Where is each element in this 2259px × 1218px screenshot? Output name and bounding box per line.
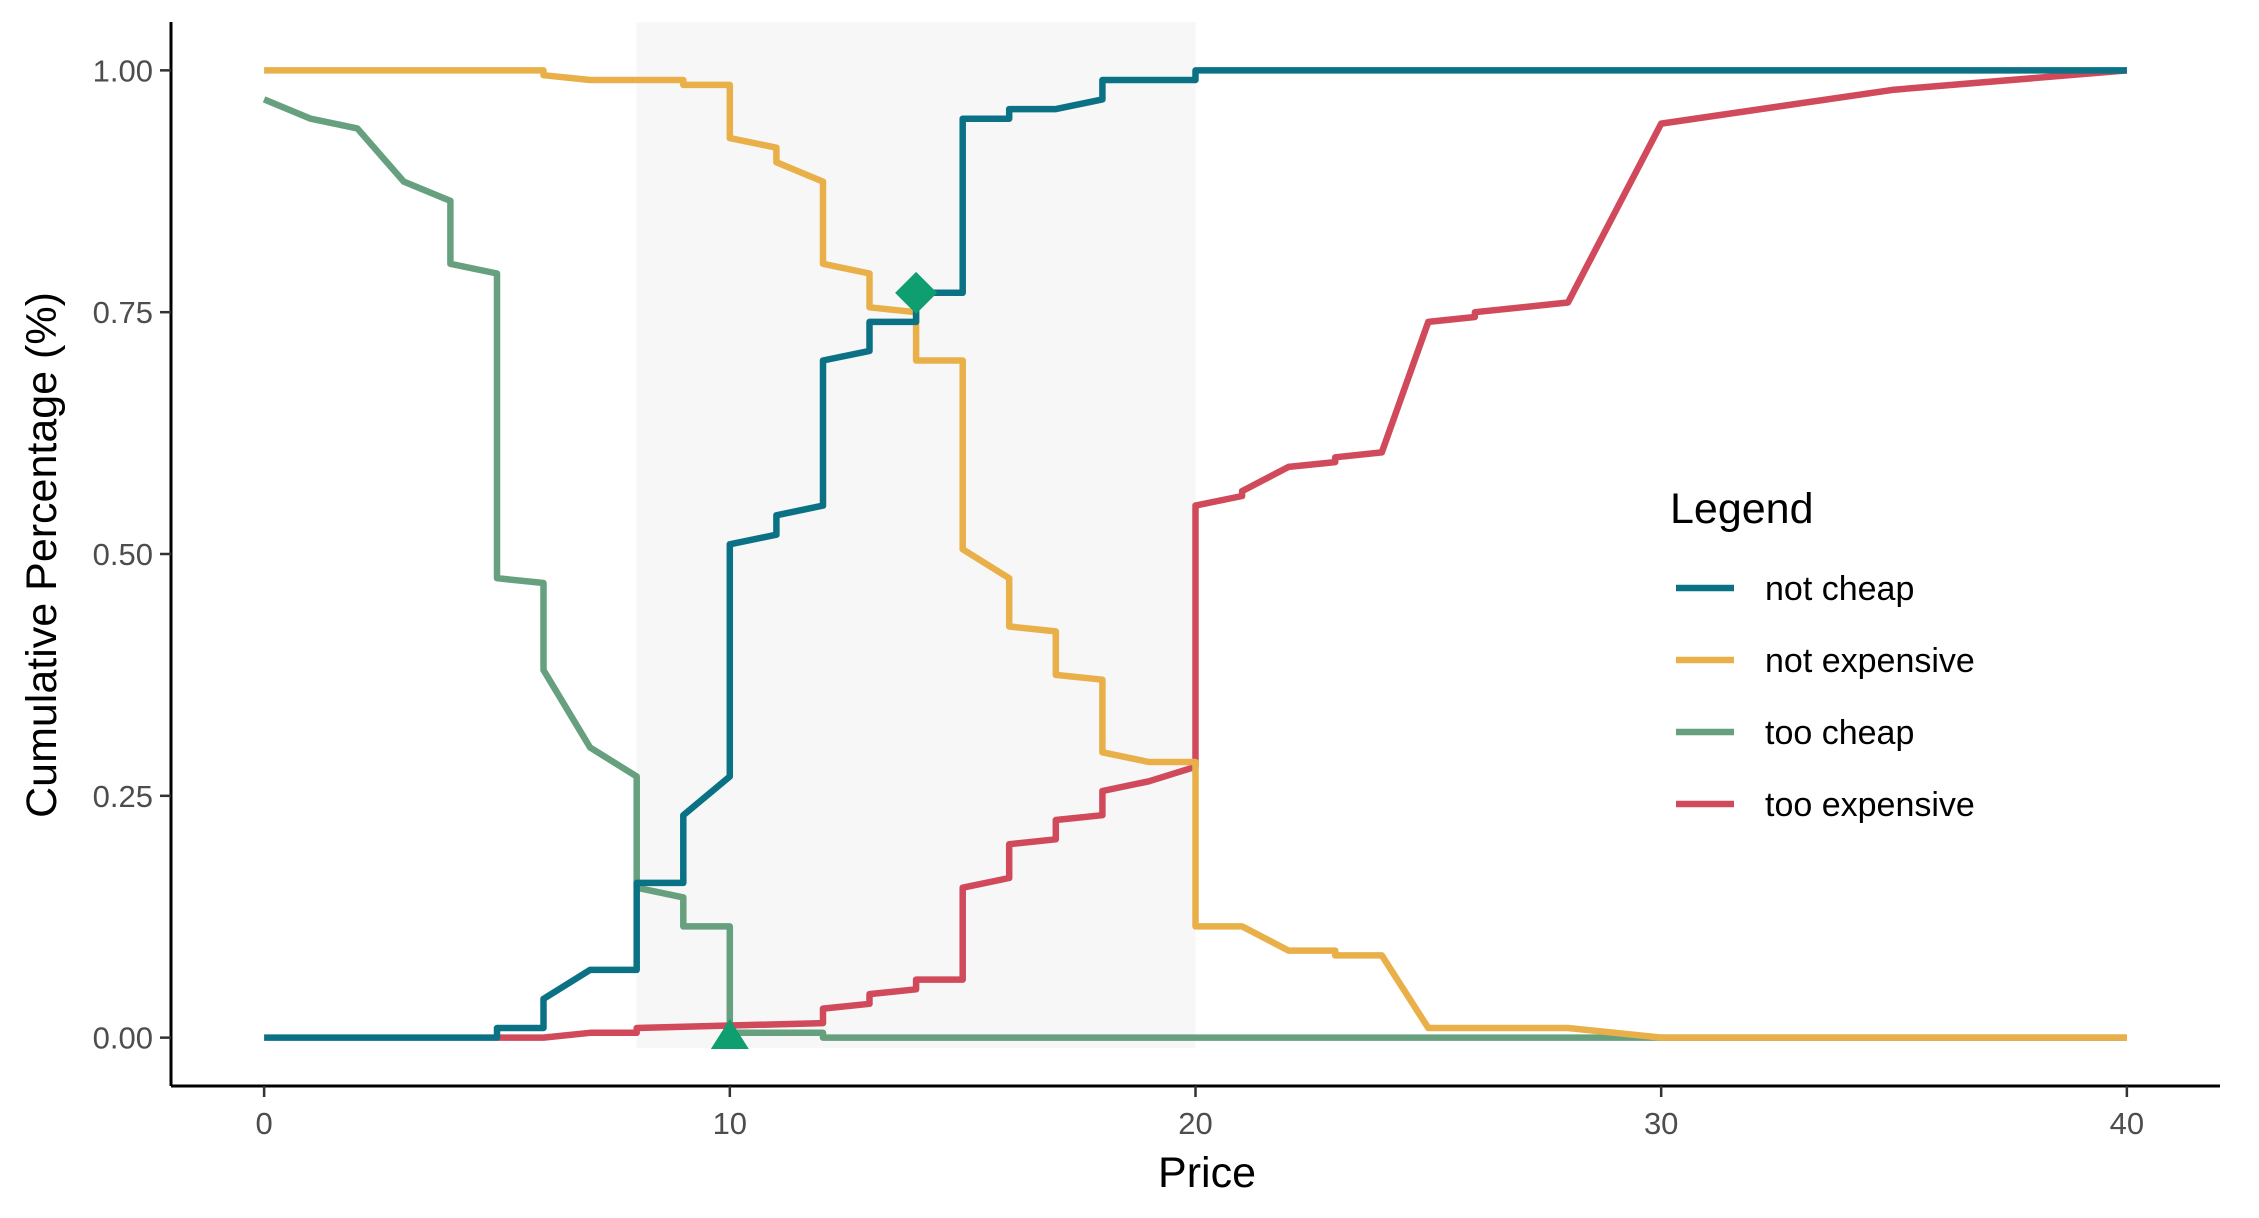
legend-label-not-expensive: not expensive: [1765, 642, 1975, 680]
legend-label-not-cheap: not cheap: [1765, 570, 1914, 608]
legend-label-too-cheap: too cheap: [1765, 714, 1914, 752]
y-tick-label: 0.00: [93, 1021, 153, 1056]
x-axis-title: Price: [1158, 1149, 1256, 1197]
legend: Legend not cheap not expensive too cheap to…: [1670, 485, 1975, 824]
y-tick-label: 1.00: [93, 53, 153, 88]
series-line-too-expensive: [497, 67, 2128, 1041]
triangle-marker: [710, 1019, 749, 1050]
x-tick-label: 0: [256, 1106, 273, 1141]
x-tick-label: 30: [1644, 1106, 1678, 1141]
series-lines: [262, 67, 2128, 1041]
shaded-range-rect: [636, 22, 1196, 1048]
legend-title: Legend: [1670, 485, 1814, 533]
y-axis-ticks: 0.00 0.25 0.50 0.75 1.00: [93, 53, 171, 1056]
x-tick-label: 40: [2110, 1106, 2144, 1141]
y-axis-title: Cumulative Percentage (%): [18, 292, 66, 818]
x-tick-label: 10: [713, 1106, 747, 1141]
diamond-marker: [895, 271, 938, 314]
y-tick-label: 0.75: [93, 295, 153, 330]
y-tick-label: 0.25: [93, 779, 153, 814]
legend-label-too-expensive: too expensive: [1765, 786, 1975, 824]
x-tick-label: 20: [1178, 1106, 1212, 1141]
x-axis-ticks: 0 10 20 30 40: [256, 1086, 2144, 1141]
y-tick-label: 0.50: [93, 537, 153, 572]
legend-items: not cheap not expensive too cheap too expen…: [1676, 570, 1975, 824]
series-line-too-cheap: [262, 96, 2127, 1041]
series-line-not-expensive: [264, 67, 2127, 1041]
acceptable-price-range-shading: [636, 22, 1196, 1048]
series-line-not-cheap: [264, 67, 2127, 1041]
intersection-markers: [710, 271, 938, 1050]
